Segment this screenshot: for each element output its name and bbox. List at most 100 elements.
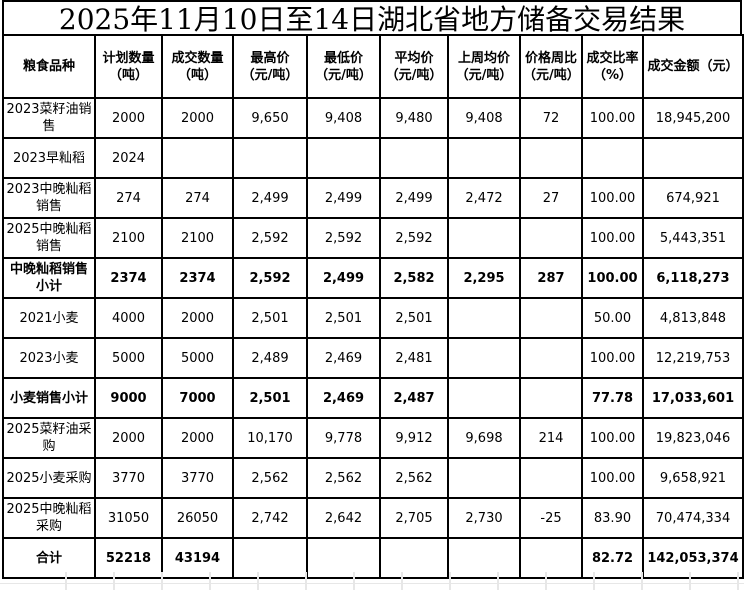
table-cell: 9,778 (306, 417, 381, 459)
table-cell: 2,501 (232, 297, 308, 339)
table-cell: 3770 (94, 457, 163, 499)
table-cell (519, 217, 583, 259)
table-cell: 2,499 (306, 257, 381, 299)
table-body: 2023菜籽油销售 2000 2000 9,650 9,408 9,480 9,408 72 1… (2, 97, 744, 579)
grain-variety-cell: 2023小麦 (2, 337, 96, 379)
table-cell: 2000 (94, 97, 163, 139)
grain-variety-cell: 小麦销售小计 (2, 377, 96, 419)
table-cell (447, 377, 521, 419)
table-cell: 2,562 (306, 457, 381, 499)
table-cell: 9,658,921 (642, 457, 744, 499)
table-cell: 2,562 (379, 457, 449, 499)
grain-variety-cell: 中晚籼稻销售小计 (2, 257, 96, 299)
table-cell: 2100 (94, 217, 163, 259)
table-cell: 2000 (94, 417, 163, 459)
table-cell: 2,742 (232, 497, 308, 539)
table-cell: 2,499 (232, 177, 308, 219)
grain-variety-cell: 2023菜籽油销售 (2, 97, 96, 139)
grain-variety-cell: 2025中晚籼稻采购 (2, 497, 96, 539)
table-cell (447, 137, 521, 179)
table-header-row: 粮食品种 计划数量 （吨） 成交数量 （吨） 最高价 （元/吨） 最低价 （元/吨） 平均… (2, 34, 744, 99)
table-cell: 2374 (94, 257, 163, 299)
table-row: 2023早籼稻 2024 (2, 137, 744, 179)
table-cell: 2000 (161, 297, 234, 339)
table-cell: -25 (519, 497, 583, 539)
table-cell (306, 137, 381, 179)
table-cell: 19,823,046 (642, 417, 744, 459)
grain-variety-cell: 2023早籼稻 (2, 137, 96, 179)
table-row: 2021小麦 4000 2000 2,501 2,501 2,501 50.00 4,813,… (2, 297, 744, 339)
table-cell: 77.78 (581, 377, 644, 419)
table-cell (447, 297, 521, 339)
table-cell: 9,698 (447, 417, 521, 459)
table-cell: 2,489 (232, 337, 308, 379)
table-cell: 2,481 (379, 337, 449, 379)
table-cell: 100.00 (581, 337, 644, 379)
table-cell: 2,472 (447, 177, 521, 219)
column-header: 成交数量 （吨） (161, 34, 234, 99)
table-cell: 100.00 (581, 97, 644, 139)
table-cell: 2,592 (306, 217, 381, 259)
table-row: 2025小麦采购 3770 3770 2,562 2,562 2,562 100.00 9,6… (2, 457, 744, 499)
table-cell: 26050 (161, 497, 234, 539)
table-row: 小麦销售小计 9000 7000 2,501 2,469 2,487 77.78 17,033… (2, 377, 744, 419)
sheet: 2025年11月10日至14日湖北省地方储备交易结果 粮食品种 计划数量 （吨）成… (2, 0, 744, 579)
table-cell: 2100 (161, 217, 234, 259)
table-cell: 2,469 (306, 377, 381, 419)
table-cell (519, 457, 583, 499)
table-cell: 274 (161, 177, 234, 219)
excel-faint-gridlines (0, 572, 744, 590)
table-row: 2023小麦 5000 5000 2,489 2,469 2,481 100.00 12,21… (2, 337, 744, 379)
table-cell: 50.00 (581, 297, 644, 339)
table-cell: 5,443,351 (642, 217, 744, 259)
table-cell: 9000 (94, 377, 163, 419)
table-cell: 100.00 (581, 417, 644, 459)
table-cell (519, 137, 583, 179)
table-cell (519, 377, 583, 419)
table-row: 2025中晚籼稻销售 2100 2100 2,592 2,592 2,592 100.00 5… (2, 217, 744, 259)
results-table: 粮食品种 计划数量 （吨） 成交数量 （吨） 最高价 （元/吨） 最低价 （元/吨） 平均… (2, 34, 744, 579)
table-cell: 3770 (161, 457, 234, 499)
column-header: 上周均价 （元/吨） (447, 34, 521, 99)
table-cell: 31050 (94, 497, 163, 539)
grain-variety-cell: 2025小麦采购 (2, 457, 96, 499)
table-cell: 214 (519, 417, 583, 459)
table-cell: 2,592 (232, 257, 308, 299)
table-cell (447, 337, 521, 379)
column-header: 价格周比 （元/吨） (519, 34, 583, 99)
table-row: 2023中晚籼稻销售 274 274 2,499 2,499 2,499 2,472 27 10… (2, 177, 744, 219)
table-cell: 27 (519, 177, 583, 219)
table-cell: 2,730 (447, 497, 521, 539)
table-cell: 5000 (161, 337, 234, 379)
table-cell (232, 137, 308, 179)
table-cell: 2,592 (232, 217, 308, 259)
table-cell (581, 137, 644, 179)
table-cell: 2,501 (379, 297, 449, 339)
table-cell (519, 297, 583, 339)
table-cell: 2,501 (306, 297, 381, 339)
table-cell (447, 217, 521, 259)
table-cell: 72 (519, 97, 583, 139)
table-cell: 6,118,273 (642, 257, 744, 299)
column-header: 最低价 （元/吨） (306, 34, 381, 99)
table-row: 中晚籼稻销售小计 2374 2374 2,592 2,499 2,582 2,295 287 1… (2, 257, 744, 299)
table-cell: 2374 (161, 257, 234, 299)
table-cell: 2,582 (379, 257, 449, 299)
table-cell (447, 457, 521, 499)
grain-variety-cell: 2023中晚籼稻销售 (2, 177, 96, 219)
table-cell (161, 137, 234, 179)
table-row: 2025中晚籼稻采购 31050 26050 2,742 2,642 2,705 2,730… (2, 497, 744, 539)
table-cell: 2,642 (306, 497, 381, 539)
table-cell: 2,592 (379, 217, 449, 259)
table-cell: 674,921 (642, 177, 744, 219)
column-header: 计划数量 （吨） (94, 34, 163, 99)
table-cell: 2,705 (379, 497, 449, 539)
table-cell (519, 337, 583, 379)
table-cell: 100.00 (581, 457, 644, 499)
table-cell: 7000 (161, 377, 234, 419)
grain-variety-cell: 2025菜籽油采购 (2, 417, 96, 459)
column-header: 平均价 （元/吨） (379, 34, 449, 99)
table-cell: 9,408 (447, 97, 521, 139)
table-cell: 2,562 (232, 457, 308, 499)
